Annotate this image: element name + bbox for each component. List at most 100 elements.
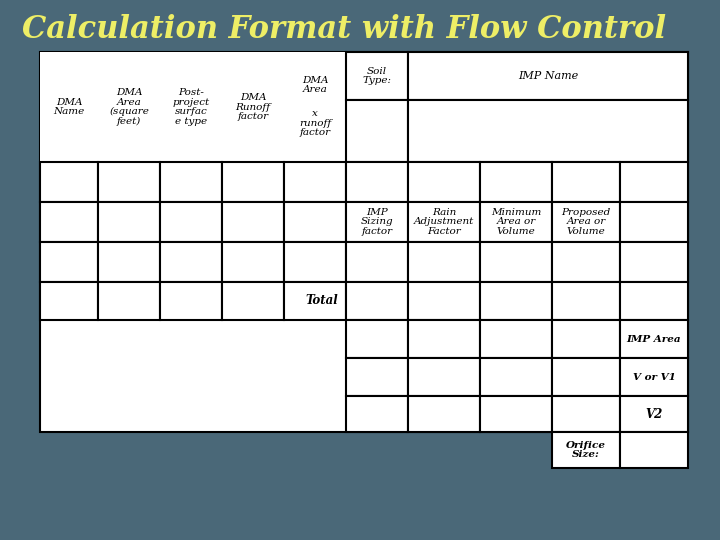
Bar xyxy=(408,242,480,282)
Bar xyxy=(284,202,346,242)
Bar xyxy=(40,52,346,162)
Bar xyxy=(346,202,408,242)
Text: IMP: IMP xyxy=(366,208,388,217)
Bar xyxy=(552,358,620,396)
Bar xyxy=(222,202,284,242)
Text: V or V1: V or V1 xyxy=(633,373,675,381)
Text: DMA: DMA xyxy=(116,89,143,97)
Bar xyxy=(408,396,480,432)
Bar xyxy=(40,52,688,432)
Bar xyxy=(222,282,284,320)
Bar xyxy=(552,202,620,242)
Text: runoff: runoff xyxy=(299,118,331,127)
Text: (square: (square xyxy=(109,107,149,116)
Text: Area or: Area or xyxy=(496,218,536,226)
Text: Volume: Volume xyxy=(567,227,606,236)
Bar xyxy=(98,162,160,202)
Bar xyxy=(620,432,688,468)
Text: Calculation Format with Flow Control: Calculation Format with Flow Control xyxy=(22,15,666,45)
Text: factor: factor xyxy=(300,128,330,137)
Text: Area: Area xyxy=(117,98,141,107)
Bar xyxy=(620,358,688,396)
Bar xyxy=(552,282,620,320)
Bar xyxy=(620,320,688,358)
Bar xyxy=(98,202,160,242)
Text: factor: factor xyxy=(361,227,392,236)
Text: surfac: surfac xyxy=(175,107,207,116)
Text: Proposed: Proposed xyxy=(562,208,611,217)
Bar xyxy=(480,282,552,320)
Bar xyxy=(408,52,688,100)
Bar xyxy=(284,242,346,282)
Bar xyxy=(346,396,408,432)
Text: DMA: DMA xyxy=(240,93,266,102)
Text: Total: Total xyxy=(305,294,338,307)
Bar xyxy=(160,282,222,320)
Bar xyxy=(552,432,620,468)
Bar xyxy=(160,242,222,282)
Bar xyxy=(284,162,346,202)
Text: Soil: Soil xyxy=(367,67,387,76)
Bar xyxy=(480,202,552,242)
Text: x: x xyxy=(312,109,318,118)
Bar xyxy=(480,242,552,282)
Text: Minimum: Minimum xyxy=(491,208,541,217)
Text: Sizing: Sizing xyxy=(361,218,393,226)
Text: factor: factor xyxy=(238,112,269,121)
Text: Size:: Size: xyxy=(572,450,600,459)
Bar xyxy=(408,202,480,242)
Bar xyxy=(480,320,552,358)
Bar xyxy=(552,162,620,202)
Text: Factor: Factor xyxy=(427,227,461,236)
Bar xyxy=(40,162,98,202)
Bar xyxy=(160,202,222,242)
Bar xyxy=(284,282,346,320)
Text: IMP Name: IMP Name xyxy=(518,71,578,81)
Bar xyxy=(408,282,480,320)
Bar xyxy=(222,162,284,202)
Bar xyxy=(40,282,98,320)
Bar xyxy=(346,358,408,396)
Text: Area: Area xyxy=(302,85,328,94)
Text: Area or: Area or xyxy=(567,218,606,226)
Text: DMA: DMA xyxy=(302,76,328,85)
Bar xyxy=(620,162,688,202)
Text: feet): feet) xyxy=(117,117,141,126)
Bar xyxy=(40,202,98,242)
Bar xyxy=(408,100,688,162)
Bar xyxy=(620,202,688,242)
Text: Post-: Post- xyxy=(178,89,204,97)
Bar xyxy=(480,358,552,396)
Text: DMA: DMA xyxy=(55,98,82,107)
Bar xyxy=(346,282,408,320)
Bar xyxy=(346,162,408,202)
Text: Orifice: Orifice xyxy=(566,441,606,450)
Text: e type: e type xyxy=(175,117,207,126)
Bar xyxy=(480,162,552,202)
Bar xyxy=(620,282,688,320)
Bar xyxy=(408,320,480,358)
Bar xyxy=(160,162,222,202)
Bar xyxy=(346,52,408,100)
Text: Volume: Volume xyxy=(497,227,536,236)
Bar xyxy=(552,396,620,432)
Bar xyxy=(346,242,408,282)
Text: IMP Area: IMP Area xyxy=(626,334,681,343)
Bar xyxy=(98,242,160,282)
Bar xyxy=(346,320,408,358)
Bar xyxy=(480,396,552,432)
Text: Adjustment: Adjustment xyxy=(414,218,474,226)
Bar xyxy=(620,396,688,432)
Bar xyxy=(40,242,98,282)
Bar xyxy=(408,162,480,202)
Text: Type:: Type: xyxy=(362,76,392,85)
Text: V2: V2 xyxy=(645,408,662,421)
Bar xyxy=(346,100,408,162)
Bar xyxy=(222,242,284,282)
Text: Name: Name xyxy=(53,107,85,116)
Text: Runoff: Runoff xyxy=(235,103,271,111)
Bar xyxy=(408,358,480,396)
Bar xyxy=(98,282,160,320)
Bar xyxy=(620,242,688,282)
Text: Rain: Rain xyxy=(432,208,456,217)
